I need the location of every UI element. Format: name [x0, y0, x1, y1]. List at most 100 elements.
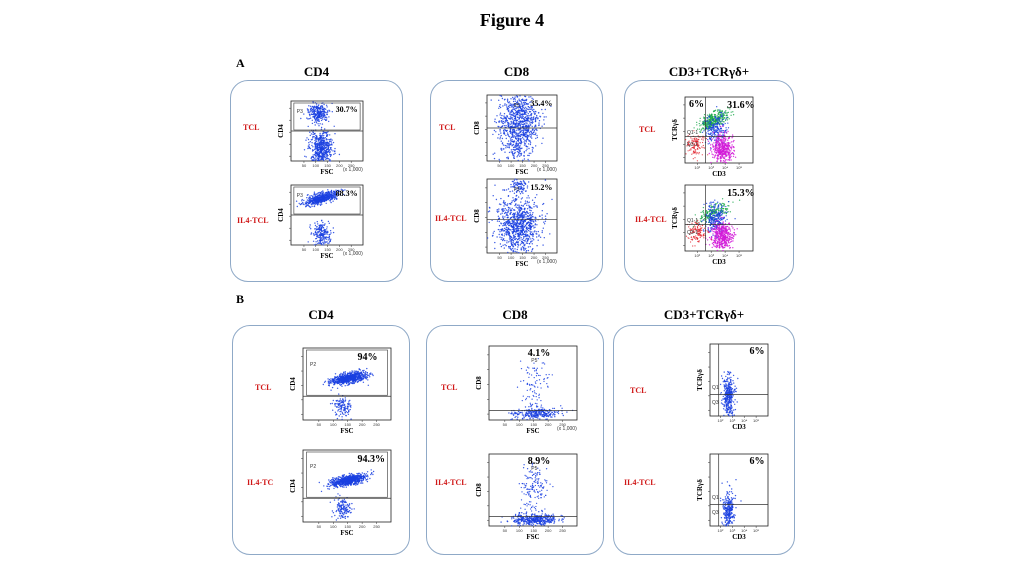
axis-scale-note: (x 1,000)	[343, 251, 363, 257]
flow-plot: 10² 10³ 10⁴ 10⁵	[683, 184, 754, 258]
flow-plot: 50 100 150 200 250	[289, 184, 364, 252]
x-axis-label: FSC	[526, 427, 540, 435]
scatter-plot: 50 100 150 200 250	[289, 184, 364, 252]
x-tick-label: 10⁴	[722, 253, 728, 258]
gate-percent: 31.6%	[727, 100, 755, 111]
gate-percent: 6%	[749, 456, 765, 467]
axis-scale-note: (x 1,000)	[537, 259, 557, 265]
x-tick-label: 150	[324, 163, 331, 168]
x-tick-label: 10³	[729, 418, 735, 423]
row-label: IL4-TCL	[435, 478, 467, 487]
quadrant-label-upper: Q1-1	[687, 130, 699, 136]
scatter-plot: 50 100 150 200 250	[485, 178, 558, 260]
x-tick-label: 10⁴	[741, 528, 747, 533]
panel-title: CD3+TCRγδ+	[668, 64, 750, 79]
y-axis-label: CD4	[289, 377, 297, 391]
x-axis-label: CD3	[732, 423, 746, 431]
y-axis-label: CD8	[473, 121, 481, 135]
row-label: IL4-TC	[247, 478, 274, 487]
x-tick-label: 200	[531, 163, 538, 168]
dot-cloud-upper	[322, 367, 374, 391]
row-label: TCL	[441, 383, 458, 392]
y-axis-label: TCRγδ	[696, 369, 704, 391]
x-tick-label: 10²	[694, 253, 700, 258]
quadrant-label-lower: Q3	[712, 400, 719, 407]
quadrant-label-upper: Q1	[712, 385, 719, 392]
x-tick-label: 50	[497, 255, 502, 260]
x-axis-label: FSC	[515, 260, 529, 268]
gate-label: P5	[513, 103, 520, 109]
y-axis-label: CD4	[277, 208, 285, 222]
y-axis-label: CD4	[277, 124, 285, 138]
flow-plot: 50 100 150 200 250	[301, 347, 392, 427]
gate-percent: 94%	[357, 352, 378, 363]
plot-frame	[709, 453, 769, 527]
x-tick-label: 200	[336, 163, 343, 168]
dot-cloud-magenta	[707, 125, 737, 164]
dot-cloud-magenta	[704, 216, 738, 252]
x-tick-label: 150	[519, 163, 526, 168]
x-tick-label: 100	[508, 163, 515, 168]
flow-plot: 50 100 150 200 250	[485, 94, 558, 168]
scatter-plot: 50 100 150 200 250	[487, 453, 578, 533]
row-label: TCL	[630, 386, 647, 395]
x-tick-label: 150	[344, 524, 351, 529]
gate-rect	[306, 349, 388, 396]
gate-percent-extra: 6%	[689, 99, 704, 110]
gate-rect	[293, 186, 361, 215]
x-tick-label: 10⁴	[741, 418, 747, 423]
x-tick-label: 50	[503, 528, 508, 533]
dot-cloud-lower	[329, 493, 355, 521]
quadrant-label-lower: Q3	[712, 510, 719, 517]
dot-cloud-bottom	[500, 509, 565, 527]
panel-cd8b: TCL 50 100 150 200 250 4.1% P5 (x 1,000) FSC CD8 IL…	[426, 325, 604, 555]
x-tick-label: 250	[559, 422, 566, 427]
x-tick-label: 200	[359, 422, 366, 427]
x-tick-label: 10²	[718, 528, 724, 533]
x-tick-label: 10³	[708, 165, 714, 170]
flow-plot: 10² 10³ 10⁴ 10⁵	[683, 96, 754, 170]
axis-scale-note: (x 1,000)	[343, 167, 363, 173]
axis-scale-note: (x 1,000)	[537, 167, 557, 173]
x-tick-label: 100	[516, 528, 523, 533]
x-tick-label: 50	[497, 163, 502, 168]
row-label: TCL	[639, 125, 656, 134]
gate-percent: 6%	[749, 346, 765, 357]
flow-plot: 10² 10³ 10⁴ 10⁵	[708, 343, 769, 423]
x-tick-label: 10⁵	[736, 253, 742, 258]
scatter-plot: 10² 10³ 10⁴ 10⁵	[708, 343, 769, 423]
flow-plot: 50 100 150 200 250	[485, 178, 558, 260]
gate-percent: 8.9%	[527, 456, 551, 467]
y-axis-label: CD8	[473, 209, 481, 223]
dot-cloud-scatter	[518, 462, 554, 520]
x-tick-label: 10⁵	[753, 418, 759, 423]
flow-plot: 50 100 150 200 250	[301, 449, 392, 529]
x-tick-label: 50	[503, 422, 508, 427]
panel-title: CD4	[308, 307, 334, 322]
scatter-plot: 50 100 150 200 250	[485, 94, 558, 168]
x-tick-label: 10³	[729, 528, 735, 533]
gate-percent: 15.2%	[530, 183, 553, 192]
gate-percent: 88.3%	[335, 189, 358, 198]
dot-cloud-upper	[300, 101, 333, 126]
row-label: TCL	[439, 123, 456, 132]
dot-cloud-main	[719, 479, 742, 527]
x-tick-label: 100	[312, 247, 319, 252]
dot-cloud-lower	[303, 113, 341, 162]
row-label: IL4-TCL	[624, 478, 656, 487]
figure-title: Figure 4	[479, 10, 545, 30]
x-tick-label: 250	[542, 255, 549, 260]
gate-percent: 35.4%	[530, 99, 553, 108]
x-tick-label: 10⁵	[753, 528, 759, 533]
x-tick-label: 250	[348, 247, 355, 252]
gate-percent: 15.3%	[727, 188, 755, 199]
panel-title: CD8	[502, 307, 528, 322]
section-label-b: B	[236, 292, 245, 306]
quadrant-label-upper: Q1	[712, 495, 719, 502]
dot-cloud-red	[685, 130, 709, 162]
quadrant-label-lower: Q3-1	[687, 229, 699, 236]
x-axis-label: FSC	[320, 168, 334, 176]
plot-frame	[709, 343, 769, 417]
gate-label: P3	[296, 109, 303, 115]
x-axis-label: FSC	[320, 252, 334, 260]
